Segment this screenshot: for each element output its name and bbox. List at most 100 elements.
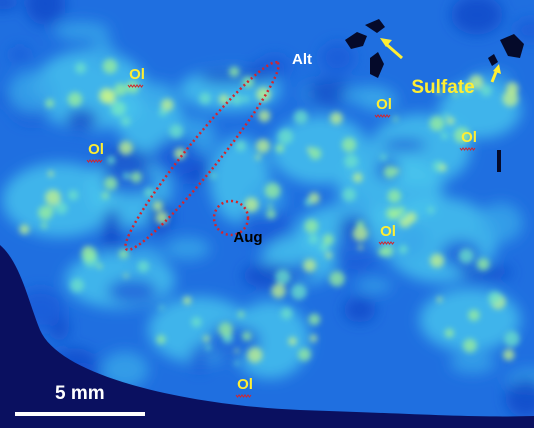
texture-speck bbox=[199, 93, 211, 105]
texture-speck bbox=[342, 138, 356, 152]
texture-speck bbox=[243, 96, 249, 102]
texture-speck bbox=[70, 279, 84, 293]
texture-speck bbox=[276, 144, 285, 153]
texture-speck bbox=[19, 224, 29, 234]
texture-speck bbox=[378, 248, 386, 256]
annotation-label: Ol bbox=[461, 129, 477, 146]
texture-speck bbox=[309, 148, 321, 160]
texture-speck bbox=[242, 332, 251, 341]
texture-speck bbox=[210, 172, 216, 178]
annotation-label: Alt bbox=[292, 51, 312, 68]
texture-speck bbox=[113, 103, 125, 115]
texture-speck bbox=[255, 155, 260, 160]
texture-speck bbox=[343, 188, 356, 201]
texture-speck bbox=[235, 141, 246, 152]
texture-speck bbox=[271, 284, 285, 298]
texture-speck bbox=[41, 223, 47, 229]
texture-speck bbox=[356, 221, 364, 229]
texture-speck bbox=[305, 219, 319, 233]
scale-bar-label: 5 mm bbox=[55, 383, 105, 404]
texture-speck bbox=[49, 207, 54, 212]
texture-speck bbox=[281, 308, 292, 319]
texture-speck bbox=[81, 246, 96, 261]
texture-speck bbox=[102, 192, 109, 199]
texture-speck bbox=[159, 108, 167, 116]
texture-speck bbox=[309, 314, 321, 326]
texture-speck bbox=[169, 124, 183, 138]
texture-speck bbox=[468, 309, 479, 320]
annotation-label: Ol bbox=[129, 66, 145, 83]
texture-blob bbox=[449, 353, 495, 374]
texture-speck bbox=[388, 190, 401, 203]
texture-blob bbox=[381, 139, 427, 152]
texture-speck bbox=[386, 207, 398, 219]
texture-speck bbox=[138, 261, 149, 272]
texture-blob bbox=[165, 237, 210, 260]
texture-speck bbox=[358, 245, 363, 250]
texture-speck bbox=[247, 347, 262, 362]
texture-speck bbox=[205, 345, 211, 351]
texture-speck bbox=[153, 201, 163, 211]
texture-speck bbox=[256, 139, 270, 153]
texture-speck bbox=[68, 92, 82, 106]
texture-speck bbox=[218, 322, 232, 336]
texture-speck bbox=[305, 198, 313, 206]
texture-speck bbox=[445, 328, 454, 337]
annotation-label: Ol bbox=[376, 96, 392, 113]
texture-speck bbox=[238, 311, 244, 317]
texture-speck bbox=[447, 117, 455, 125]
texture-speck bbox=[303, 259, 316, 272]
texture-blob bbox=[344, 297, 376, 322]
texture-speck bbox=[459, 248, 474, 263]
texture-speck bbox=[107, 156, 115, 164]
texture-speck bbox=[503, 349, 514, 360]
texture-speck bbox=[294, 110, 308, 124]
texture-speck bbox=[353, 173, 363, 183]
texture-blob bbox=[10, 47, 29, 62]
texture-speck bbox=[265, 183, 281, 199]
texture-speck bbox=[45, 190, 61, 206]
texture-speck bbox=[156, 335, 165, 344]
texture-speck bbox=[310, 335, 317, 342]
texture-blob bbox=[478, 203, 523, 243]
texture-speck bbox=[235, 349, 239, 353]
texture-speck bbox=[124, 274, 128, 278]
texture-speck bbox=[323, 234, 334, 245]
texture-speck bbox=[97, 264, 102, 269]
texture-speck bbox=[75, 63, 86, 74]
texture-speck bbox=[463, 339, 477, 353]
texture-speck bbox=[330, 112, 342, 124]
texture-speck bbox=[275, 269, 290, 284]
texture-speck bbox=[430, 116, 445, 131]
texture-speck bbox=[401, 214, 407, 220]
texture-speck bbox=[428, 207, 434, 213]
texture-speck bbox=[430, 254, 444, 268]
texture-speck bbox=[477, 258, 489, 270]
texture-speck bbox=[437, 297, 442, 302]
texture-speck bbox=[156, 212, 169, 225]
annotation-label: Ol bbox=[88, 141, 104, 158]
texture-speck bbox=[191, 317, 201, 327]
texture-speck bbox=[288, 337, 297, 346]
texture-speck bbox=[380, 154, 386, 160]
texture-speck bbox=[329, 271, 344, 286]
texture-speck bbox=[278, 129, 293, 144]
texture-blob bbox=[107, 279, 158, 304]
texture-speck bbox=[266, 210, 275, 219]
texture-speck bbox=[235, 361, 239, 365]
texture-speck bbox=[84, 247, 88, 251]
annotation-label: Sulfate bbox=[411, 77, 474, 98]
texture-speck bbox=[384, 166, 396, 178]
texture-speck bbox=[504, 331, 520, 347]
texture-speck bbox=[443, 113, 448, 118]
texture-speck bbox=[183, 296, 191, 304]
texture-speck bbox=[309, 234, 319, 244]
texture-speck bbox=[174, 148, 186, 160]
texture-speck bbox=[203, 335, 209, 341]
texture-speck bbox=[325, 252, 332, 259]
texture-speck bbox=[488, 291, 502, 305]
texture-speck bbox=[268, 204, 273, 209]
texture-speck bbox=[393, 117, 398, 122]
texture-speck bbox=[159, 305, 163, 309]
micrograph: 5 mm OlOlOlOlOlOlAltAugSulfate bbox=[0, 0, 534, 428]
